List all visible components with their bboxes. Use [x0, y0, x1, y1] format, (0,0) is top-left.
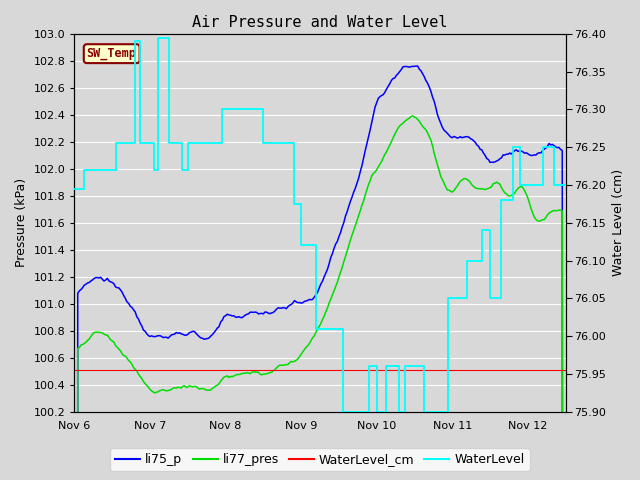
Y-axis label: Water Level (cm): Water Level (cm)	[612, 169, 625, 276]
Y-axis label: Pressure (kPa): Pressure (kPa)	[15, 178, 28, 267]
Legend: li75_p, li77_pres, WaterLevel_cm, WaterLevel: li75_p, li77_pres, WaterLevel_cm, WaterL…	[110, 448, 530, 471]
Text: SW_Temp: SW_Temp	[87, 47, 136, 60]
Title: Air Pressure and Water Level: Air Pressure and Water Level	[192, 15, 448, 30]
